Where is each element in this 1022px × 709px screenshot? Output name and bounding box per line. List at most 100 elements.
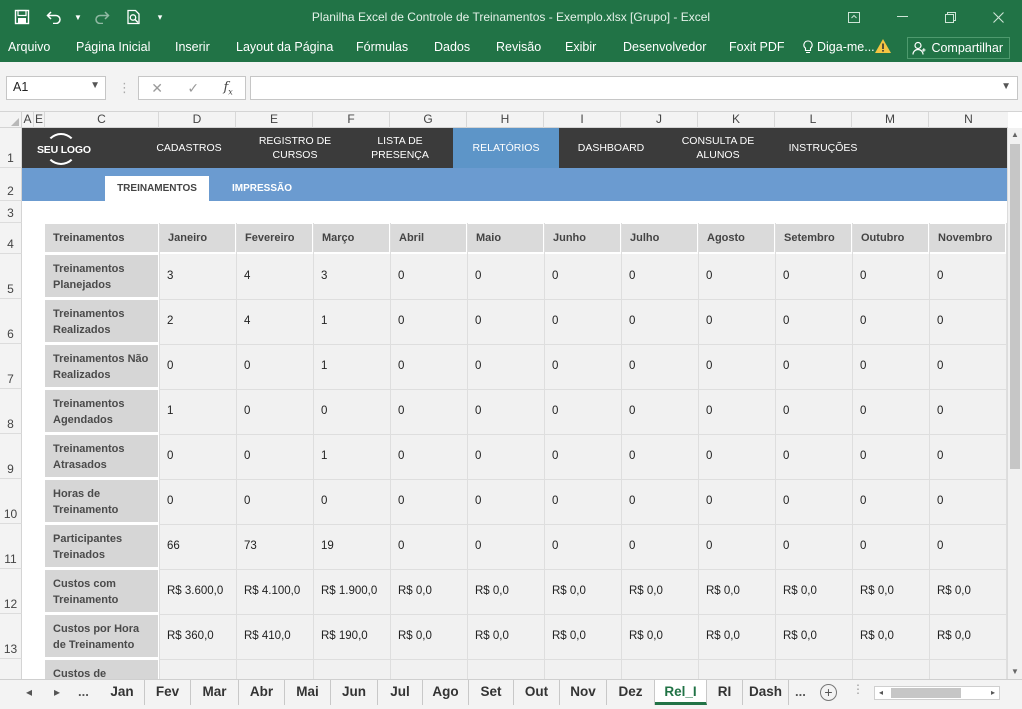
table-cell[interactable] [467, 659, 544, 679]
table-cell[interactable]: 0 [552, 540, 559, 552]
table-cell[interactable]: 0 [783, 315, 790, 327]
row-header[interactable]: 4 [0, 223, 22, 254]
row-header[interactable]: 3 [0, 201, 22, 223]
table-cell[interactable]: R$ 0,0 [783, 585, 817, 597]
nav-relatorios[interactable]: RELATÓRIOS [453, 128, 559, 168]
table-cell[interactable]: R$ 0,0 [783, 630, 817, 642]
column-header[interactable]: D [159, 112, 236, 128]
table-cell[interactable]: R$ 0,0 [475, 630, 509, 642]
table-cell[interactable] [236, 659, 313, 679]
table-cell[interactable]: R$ 0,0 [629, 630, 663, 642]
tab-revisao[interactable]: Revisão [496, 40, 542, 54]
table-cell[interactable]: 0 [937, 315, 944, 327]
row-header[interactable]: 6 [0, 299, 22, 344]
tab-inserir[interactable]: Inserir [175, 40, 210, 54]
formula-input[interactable]: ▼ [250, 76, 1018, 100]
table-cell[interactable]: 4 [244, 270, 251, 282]
scroll-right-icon[interactable]: ▸ [990, 688, 995, 697]
table-cell[interactable]: R$ 1.900,0 [321, 585, 378, 597]
nav-lista-de-presenca[interactable]: LISTA DE PRESENÇA [371, 135, 429, 161]
row-header[interactable]: 1 [0, 128, 22, 168]
nav-registro-de-cursos[interactable]: REGISTRO DE CURSOS [258, 135, 332, 161]
tab-foxit-pdf[interactable]: Foxit PDF [729, 40, 785, 54]
nav-consulta-de-alunos[interactable]: CONSULTA DE ALUNOS [681, 135, 755, 161]
table-cell[interactable]: R$ 0,0 [552, 585, 586, 597]
table-cell[interactable]: 1 [321, 315, 328, 327]
column-header[interactable]: C [45, 112, 159, 128]
table-cell[interactable]: 0 [475, 540, 482, 552]
table-cell[interactable]: 0 [552, 360, 559, 372]
chevron-down-icon[interactable]: ▼ [90, 80, 100, 91]
table-cell[interactable]: 0 [552, 270, 559, 282]
table-cell[interactable]: R$ 0,0 [398, 630, 432, 642]
table-cell[interactable]: 0 [552, 450, 559, 462]
table-cell[interactable]: 0 [552, 315, 559, 327]
scroll-down-icon[interactable]: ▼ [1011, 667, 1019, 676]
column-header[interactable]: M [852, 112, 929, 128]
table-cell[interactable]: 3 [321, 270, 328, 282]
formula-bar-grip[interactable]: ⋮ [118, 80, 131, 95]
sheet-tab-dash[interactable]: Dash [743, 680, 789, 705]
table-cell[interactable] [775, 659, 852, 679]
table-cell[interactable]: 0 [244, 405, 251, 417]
table-cell[interactable]: 0 [398, 270, 405, 282]
table-cell[interactable] [852, 659, 929, 679]
table-cell[interactable]: 0 [937, 405, 944, 417]
table-cell[interactable] [621, 659, 698, 679]
sheet-tab-jan[interactable]: Jan [100, 680, 145, 705]
table-cell[interactable]: 0 [783, 405, 790, 417]
table-cell[interactable]: R$ 0,0 [937, 585, 971, 597]
table-cell[interactable]: 0 [706, 315, 713, 327]
table-cell[interactable]: R$ 4.100,0 [244, 585, 301, 597]
nav-instrucoes[interactable]: INSTRUÇÕES [788, 142, 858, 154]
table-cell[interactable]: R$ 0,0 [706, 630, 740, 642]
tab-pagina-inicial[interactable]: Página Inicial [76, 40, 151, 54]
name-box[interactable]: A1 ▼ [6, 76, 106, 100]
subtab-treinamentos[interactable]: TREINAMENTOS [105, 176, 209, 201]
row-header[interactable]: 9 [0, 434, 22, 479]
redo-icon[interactable] [88, 6, 116, 28]
table-cell[interactable]: 0 [629, 360, 636, 372]
tab-desenvolvedor[interactable]: Desenvolvedor [623, 40, 707, 54]
customize-qat-icon[interactable]: ▾ [157, 11, 163, 22]
table-cell[interactable] [698, 659, 775, 679]
table-cell[interactable]: 0 [860, 270, 867, 282]
row-header[interactable] [0, 659, 22, 679]
table-cell[interactable]: 0 [398, 540, 405, 552]
cancel-icon[interactable]: ✕ [151, 79, 163, 96]
table-cell[interactable]: 0 [629, 405, 636, 417]
table-cell[interactable]: 0 [860, 450, 867, 462]
table-cell[interactable]: 73 [244, 540, 257, 552]
table-cell[interactable]: R$ 0,0 [937, 630, 971, 642]
table-cell[interactable]: R$ 190,0 [321, 630, 368, 642]
table-cell[interactable]: 0 [706, 270, 713, 282]
table-cell[interactable]: 0 [706, 360, 713, 372]
sheet-tab-dez[interactable]: Dez [607, 680, 655, 705]
sheet-tab-ago[interactable]: Ago [423, 680, 469, 705]
tab-scroll-left-icon[interactable]: ◂ [26, 685, 33, 699]
close-icon[interactable] [974, 0, 1022, 34]
table-cell[interactable]: R$ 0,0 [860, 630, 894, 642]
table-cell[interactable]: 0 [398, 315, 405, 327]
horizontal-scrollbar[interactable]: ◂ ▸ [874, 686, 1000, 700]
table-cell[interactable]: R$ 0,0 [629, 585, 663, 597]
expand-formula-icon[interactable]: ▼ [1001, 81, 1011, 92]
table-cell[interactable]: 0 [167, 450, 174, 462]
row-header[interactable]: 10 [0, 479, 22, 524]
table-cell[interactable]: 0 [244, 360, 251, 372]
table-cell[interactable]: 0 [398, 360, 405, 372]
table-cell[interactable]: R$ 410,0 [244, 630, 291, 642]
table-cell[interactable]: 0 [783, 360, 790, 372]
save-icon[interactable] [8, 6, 36, 28]
tab-scroll-right-icon[interactable]: ▸ [54, 685, 61, 699]
ribbon-display-icon[interactable] [830, 0, 878, 34]
table-cell[interactable]: 0 [321, 405, 328, 417]
column-header[interactable]: H [467, 112, 544, 128]
table-cell[interactable] [929, 659, 1006, 679]
table-cell[interactable] [544, 659, 621, 679]
undo-dropdown-icon[interactable]: ▼ [74, 12, 82, 22]
nav-dashboard[interactable]: DASHBOARD [577, 142, 645, 154]
sheet-tab-out[interactable]: Out [514, 680, 560, 705]
table-cell[interactable]: 0 [860, 315, 867, 327]
table-cell[interactable]: 0 [860, 495, 867, 507]
